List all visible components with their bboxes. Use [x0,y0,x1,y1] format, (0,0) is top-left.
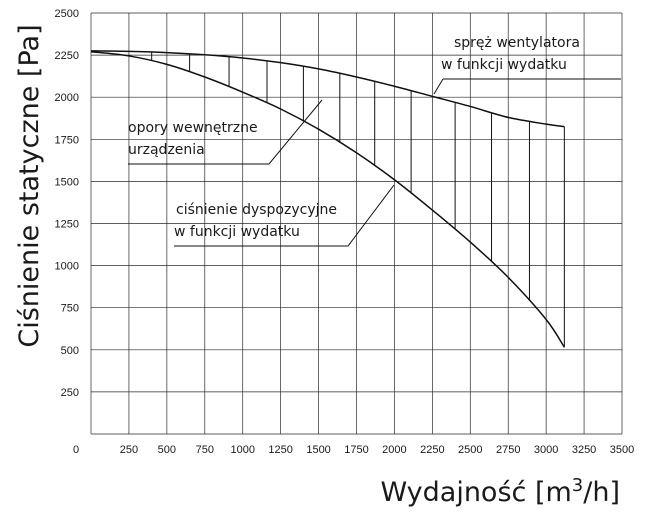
fan-pressure-curve [90,50,565,128]
x-axis-title: Wydajność [m3/h] [380,475,620,508]
x-tick-label-1: 250 [120,444,138,456]
y-tick-label-0: 250 [61,387,79,399]
annotation-available-pressure-line-2: w funkcji wydatku [174,224,300,240]
annotation-available-pressure-line-1: ciśnienie dyspozycyjne [176,202,337,218]
y-tick-label-3: 1000 [55,261,79,273]
x-tick-label-10: 2500 [458,444,482,456]
x-tick-label-8: 2000 [382,444,406,456]
annotation-fan-pressure-leader [433,78,444,95]
annotation-internal-resistance-line-2: urządzenia [128,142,205,158]
x-tick-label-14: 3500 [610,444,634,456]
annotation-fan-pressure-line-2: w funkcji wydatku [441,57,567,73]
annotation-internal-resistance-line-1: opory wewnętrzne [128,120,258,136]
grid [90,12,623,435]
curves [90,50,565,348]
available-pressure-curve [90,50,565,348]
x-tick-label-2: 500 [158,444,176,456]
hatch-lines [151,52,565,348]
annotation-fan-pressure: spręż wentylatora w funkcji wydatku [433,35,621,95]
x-tick-label-0: 0 [73,444,79,456]
annotation-fan-pressure-line-1: spręż wentylatora [454,35,580,51]
y-tick-labels: 250 500 750 1000 1250 1500 1750 2000 2250 2500 [55,8,79,399]
x-tick-label-6: 1500 [306,444,330,456]
y-tick-label-5: 1500 [55,176,79,188]
x-tick-labels: 0 250 500 750 1000 1250 1500 1750 2000 2250 2500 27… [73,444,634,456]
y-axis-title: Ciśnienie statyczne [Pa] [14,24,45,347]
y-tick-label-6: 1750 [55,134,79,146]
y-tick-label-4: 1250 [55,219,79,231]
annotation-available-pressure-leader [174,184,395,247]
annotation-internal-resistance: opory wewnętrzne urządzenia [128,99,323,165]
x-tick-label-7: 1750 [344,444,368,456]
x-tick-label-11: 2750 [496,444,520,456]
x-tick-label-13: 3250 [572,444,596,456]
x-tick-label-4: 1000 [230,444,254,456]
y-tick-label-9: 2500 [55,8,79,20]
x-tick-label-3: 750 [196,444,214,456]
annotation-available-pressure: ciśnienie dyspozycyjne w funkcji wydatku [174,184,395,247]
y-tick-label-1: 500 [61,345,79,357]
x-tick-label-5: 1250 [268,444,292,456]
y-tick-label-2: 750 [61,303,79,315]
y-tick-label-8: 2250 [55,50,79,62]
annotation-internal-resistance-leader [128,99,323,165]
x-tick-label-12: 3000 [534,444,558,456]
x-tick-label-9: 2250 [420,444,444,456]
y-tick-label-7: 2000 [55,92,79,104]
